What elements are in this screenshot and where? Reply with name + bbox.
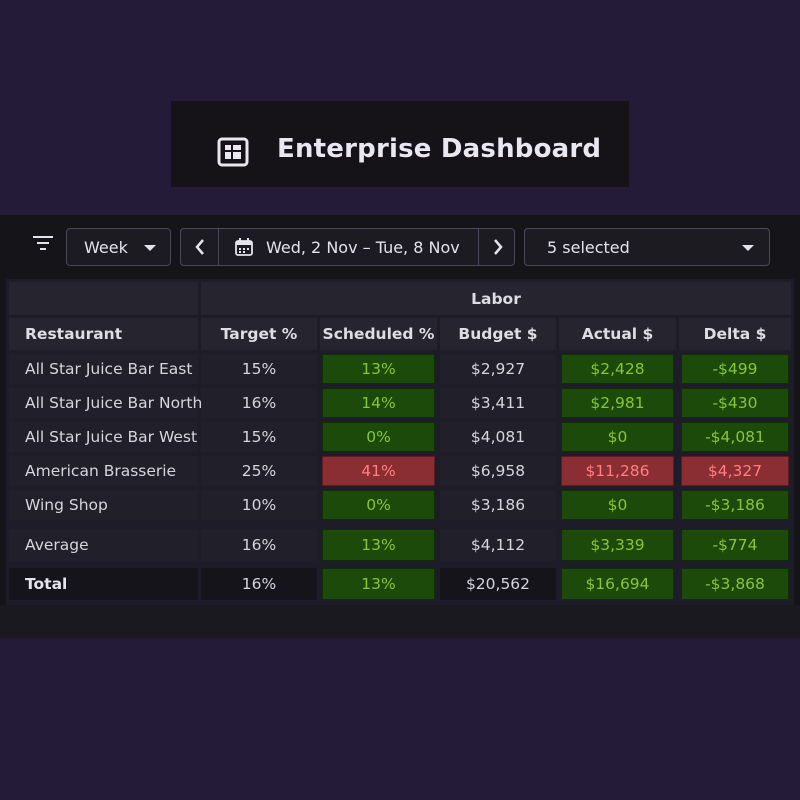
date-range-picker: Wed, 2 Nov – Tue, 8 Nov <box>180 228 515 266</box>
table-row-1-restaurant: All Star Juice Bar North <box>9 388 202 418</box>
table-row-2-actual: $0 <box>561 422 674 452</box>
table-row-average-target: 16% <box>201 529 317 561</box>
column-header-actual[interactable]: Actual $ <box>559 318 676 350</box>
column-header-scheduled[interactable]: Scheduled % <box>320 318 437 350</box>
table-row-4-target: 10% <box>201 490 317 520</box>
column-header-delta[interactable]: Delta $ <box>679 318 791 350</box>
column-header-restaurant[interactable]: Restaurant <box>9 318 198 350</box>
restaurant-select[interactable]: 5 selected <box>524 228 770 266</box>
table-row-total-delta: -$3,868 <box>681 568 789 600</box>
restaurant-select-label: 5 selected <box>547 238 630 257</box>
table-row-4-actual: $0 <box>561 490 674 520</box>
table-row-2-restaurant: All Star Juice Bar West <box>9 422 198 452</box>
table-row-average-scheduled: 13% <box>322 529 435 561</box>
chevron-right-icon[interactable] <box>493 238 503 256</box>
table-row-3-budget: $6,958 <box>440 456 556 486</box>
divider <box>218 229 219 265</box>
table-row-1-actual: $2,981 <box>561 388 674 418</box>
table-row-1-delta: -$430 <box>681 388 789 418</box>
panel-footer <box>0 605 800 638</box>
table-row-2-delta: -$4,081 <box>681 422 789 452</box>
table-row-total-actual: $16,694 <box>561 568 674 600</box>
table-row-average-budget: $4,112 <box>440 529 556 561</box>
table-row-0-actual: $2,428 <box>561 354 674 384</box>
table-row-average-delta: -$774 <box>681 529 789 561</box>
table-row-3-scheduled: 41% <box>322 456 435 486</box>
table-row-0-target: 15% <box>201 354 317 384</box>
table-row-total-scheduled: 13% <box>322 568 435 600</box>
table-row-4-budget: $3,186 <box>440 490 556 520</box>
table-row-0-delta: -$499 <box>681 354 789 384</box>
chevron-down-icon <box>144 245 156 251</box>
table-row-3-restaurant: American Brasserie <box>9 456 198 486</box>
column-header-budget[interactable]: Budget $ <box>440 318 556 350</box>
page-title: Enterprise Dashboard <box>277 134 602 164</box>
table-row-1-target: 16% <box>201 388 317 418</box>
header-spacer <box>9 282 198 315</box>
table-row-4-delta: -$3,186 <box>681 490 789 520</box>
period-select-label: Week <box>84 238 128 257</box>
date-range-label[interactable]: Wed, 2 Nov – Tue, 8 Nov <box>266 238 460 257</box>
table-row-0-budget: $2,927 <box>440 354 556 384</box>
table-row-0-scheduled: 13% <box>322 354 435 384</box>
table-row-total-target: 16% <box>201 568 317 600</box>
table-row-0-restaurant: All Star Juice Bar East <box>9 354 198 384</box>
table-row-2-scheduled: 0% <box>322 422 435 452</box>
table-row-1-scheduled: 14% <box>322 388 435 418</box>
table-row-total-restaurant: Total <box>9 568 198 600</box>
table-row-2-target: 15% <box>201 422 317 452</box>
period-select[interactable]: Week <box>66 228 171 266</box>
calendar-icon <box>235 238 253 256</box>
column-header-target[interactable]: Target % <box>201 318 317 350</box>
table-row-4-scheduled: 0% <box>322 490 435 520</box>
table-row-3-actual: $11,286 <box>561 456 674 486</box>
table-row-1-budget: $3,411 <box>440 388 556 418</box>
divider <box>478 229 479 265</box>
table-row-2-budget: $4,081 <box>440 422 556 452</box>
table-row-average-restaurant: Average <box>9 529 198 561</box>
table-row-4-restaurant: Wing Shop <box>9 490 198 520</box>
table-row-total-budget: $20,562 <box>440 568 556 600</box>
table-row-3-delta: $4,327 <box>681 456 789 486</box>
table-row-average-actual: $3,339 <box>561 529 674 561</box>
group-header-labor: Labor <box>201 282 791 315</box>
chevron-down-icon <box>742 245 754 251</box>
table-row-3-target: 25% <box>201 456 317 486</box>
dashboard-icon <box>217 137 249 167</box>
chevron-left-icon[interactable] <box>195 238 205 256</box>
filter-icon[interactable] <box>32 234 54 252</box>
